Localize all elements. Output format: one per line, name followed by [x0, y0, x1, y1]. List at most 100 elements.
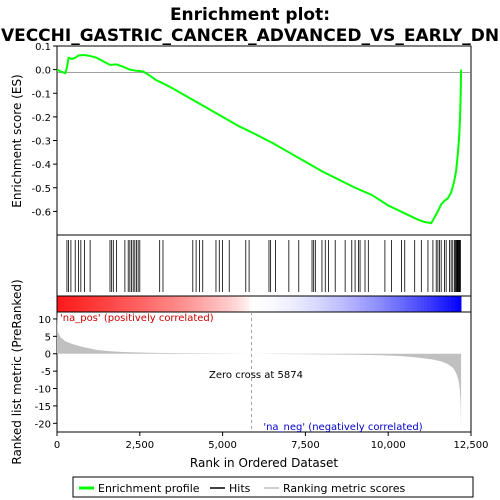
x-tick-label: 2,500 — [125, 440, 154, 451]
x-tick-label: 12,500 — [454, 440, 489, 451]
rank-bar-segment — [346, 296, 351, 312]
metric-y-tick-label: -10 — [35, 385, 51, 396]
legend-ranking-label: Ranking metric scores — [283, 482, 405, 495]
rank-bar-segment — [400, 296, 405, 312]
chart-title-line2: VECCHI_GASTRIC_CANCER_ADVANCED_VS_EARLY_… — [1, 26, 499, 46]
rank-bar-segment — [302, 296, 307, 312]
rank-bar-segment — [195, 296, 199, 312]
es-y-tick-label: 0.0 — [35, 66, 51, 77]
rank-bar-segment — [306, 296, 310, 312]
rank-bar-segment — [440, 296, 445, 312]
rank-bar-segment — [191, 296, 196, 312]
rank-bar-segment — [397, 296, 401, 312]
metric-y-tick-label: 5 — [45, 332, 51, 343]
rank-bar-segment — [104, 296, 108, 312]
rank-bar-segment — [147, 296, 152, 312]
rank-bar-segment — [326, 296, 331, 312]
es-y-tick-label: -0.1 — [31, 89, 51, 100]
rank-bar-segment — [238, 296, 243, 312]
enrichment-profile-line — [56, 53, 463, 225]
es-y-tick-label: -0.4 — [31, 160, 51, 171]
es-y-tick-label: -0.5 — [31, 184, 51, 195]
rank-bar-segment — [285, 296, 290, 312]
rank-bar-segment — [198, 296, 203, 312]
rank-bar-segment — [420, 296, 425, 312]
rank-bar-segment — [245, 296, 250, 312]
rank-bar-segment — [434, 296, 438, 312]
rank-bar-segment — [60, 296, 65, 312]
rank-bar-segment — [127, 296, 132, 312]
rank-bar-segment — [383, 296, 388, 312]
metric-panel-frame — [56, 311, 472, 433]
rank-bar-segment — [289, 296, 294, 312]
rank-bar-segment — [168, 296, 172, 312]
zero-cross-label: Zero cross at 5874 — [209, 370, 303, 381]
rank-bar-segment — [454, 296, 459, 312]
rank-bar-segment — [114, 296, 119, 312]
rank-bar-segment — [390, 296, 395, 312]
rank-bar-segment — [427, 296, 432, 312]
rank-bar-segment — [151, 296, 156, 312]
rank-bar-segment — [360, 296, 364, 312]
rank-bar-segment — [221, 296, 226, 312]
rank-bar-segment — [444, 296, 448, 312]
rank-bar-segment — [447, 296, 452, 312]
rank-bar-segment — [205, 296, 209, 312]
rank-bar-segment — [215, 296, 220, 312]
rank-bar-segment — [83, 296, 88, 312]
rank-bar-segment — [57, 296, 61, 312]
rank-bar-segment — [275, 296, 280, 312]
rank-bar-segment — [319, 296, 324, 312]
rank-bar-segment — [120, 296, 125, 312]
rank-bar-segment — [184, 296, 189, 312]
rank-bar-segment — [188, 296, 193, 312]
rank-bar-segment — [134, 296, 139, 312]
rank-bar-segment — [316, 296, 321, 312]
x-tick-label: 10,000 — [371, 440, 406, 451]
metric-y-tick-label: -20 — [35, 419, 51, 430]
rank-bar-segment — [228, 296, 233, 312]
rank-bar-segment — [70, 296, 75, 312]
rank-bar-segment — [90, 296, 95, 312]
rank-bar-segment — [373, 296, 378, 312]
es-y-tick-label: -0.3 — [31, 137, 51, 148]
rank-bar-segment — [161, 296, 166, 312]
metric-y-axis-label: Ranked list metric (PreRanked) — [10, 279, 24, 464]
rank-bar-segment — [117, 296, 122, 312]
pos-correlation-label: 'na_pos' (positively correlated) — [60, 313, 214, 324]
rank-bar-segment — [370, 296, 374, 312]
rank-bar-segment — [242, 296, 246, 312]
rank-bar-segment — [343, 296, 347, 312]
rank-bar-segment — [144, 296, 149, 312]
rank-bar-segment — [457, 296, 462, 312]
rank-bar-segment — [252, 296, 257, 312]
neg-correlation-label: 'na_neg' (negatively correlated) — [263, 422, 422, 433]
rank-bar-segment — [218, 296, 223, 312]
es-y-ticks: 0.1 0.0 -0.1 -0.2 -0.3 -0.4 -0.5 -0.6 — [31, 42, 57, 218]
x-axis-label: Rank in Ordered Dataset — [190, 456, 338, 470]
rank-bar-segment — [430, 296, 435, 312]
es-y-tick-label: 0.1 — [35, 42, 51, 53]
rank-bar-segment — [265, 296, 270, 312]
rank-bar-segment — [386, 296, 391, 312]
rank-bar-segment — [97, 296, 102, 312]
x-axis-ticks: 0 2,500 5,000 7,500 10,000 12,500 — [54, 432, 489, 451]
metric-y-tick-label: -15 — [35, 402, 51, 413]
rank-bar-segment — [80, 296, 85, 312]
rank-bar-segment — [94, 296, 98, 312]
metric-y-tick-label: -5 — [41, 367, 51, 378]
rank-bar-segment — [154, 296, 159, 312]
rank-bar-segment — [296, 296, 300, 312]
rank-bar-segment — [259, 296, 263, 312]
rank-bar-segment — [181, 296, 186, 312]
rank-bar-segment — [158, 296, 162, 312]
rank-bar-segment — [312, 296, 317, 312]
rank-bar-segment — [232, 296, 236, 312]
rank-bar-segment — [272, 296, 277, 312]
rank-bar-segment — [63, 296, 68, 312]
rank-bar-segment — [174, 296, 179, 312]
rank-bar-segment — [282, 296, 287, 312]
rank-bar-segment — [87, 296, 92, 312]
rank-bar-segment — [262, 296, 267, 312]
rank-bar-segment — [279, 296, 284, 312]
